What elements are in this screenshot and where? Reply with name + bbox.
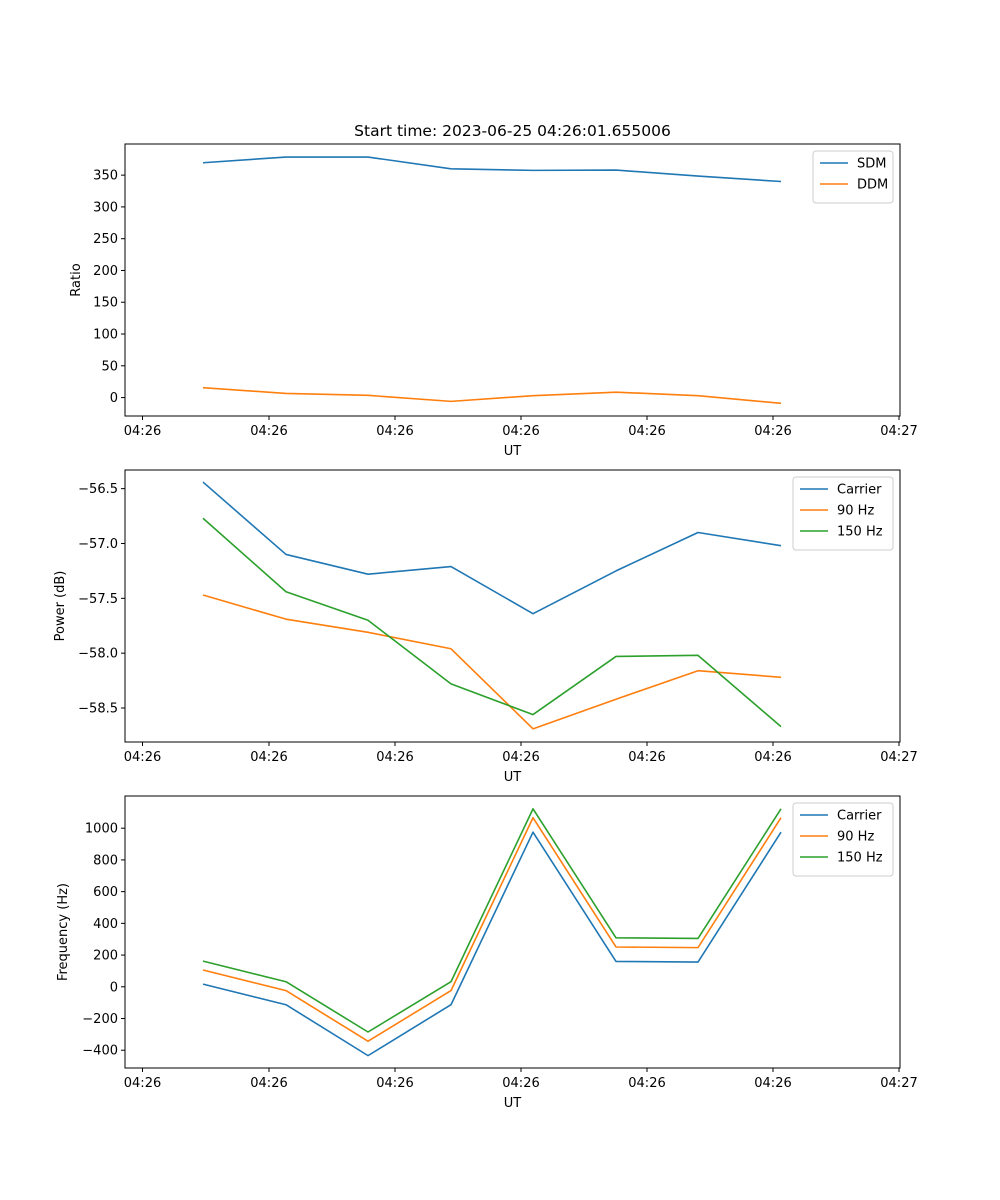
- legend-label: 150 Hz: [837, 851, 883, 866]
- legend-label: SDM: [857, 157, 886, 172]
- y-tick-label: 1000: [85, 822, 118, 837]
- subplot-3: 04:26 04:26 04:26 04:26 04:26 04:26 04:27 UT −40…: [56, 795, 918, 1111]
- y-tick-label: 200: [93, 264, 118, 279]
- axes-frame: [124, 795, 901, 1069]
- legend-label: 90 Hz: [837, 830, 874, 845]
- series-line-150-hz: [202, 808, 782, 1033]
- axes-frame: [124, 143, 901, 417]
- y-tick-label: −57.5: [78, 592, 118, 607]
- y-tick-label: −57.0: [78, 537, 118, 552]
- x-tick-label: 04:26: [124, 750, 161, 765]
- series-line-carrier: [202, 481, 782, 615]
- subplot-1: 04:26 04:26 04:26 04:26 04:26 04:26 04:27 UT 0 50…: [69, 143, 918, 459]
- x-tick-label: 04:26: [502, 1076, 539, 1091]
- y-tick-label: 150: [93, 296, 118, 311]
- x-tick-label: 04:26: [250, 424, 287, 439]
- y-tick-label: −58.5: [78, 702, 118, 717]
- x-tick-label: 04:26: [628, 424, 665, 439]
- x-axis-label: UT: [504, 1096, 522, 1111]
- series-line-ddm: [202, 386, 782, 405]
- legend-label: 90 Hz: [837, 504, 874, 519]
- y-axis-label: Ratio: [69, 263, 84, 296]
- y-tick-label: 350: [93, 169, 118, 184]
- x-tick-label: 04:26: [628, 1076, 665, 1091]
- x-tick-label: 04:26: [376, 424, 413, 439]
- y-axis-label: Power (dB): [53, 571, 68, 642]
- y-tick-label: 0: [110, 980, 118, 995]
- x-tick-label: 04:26: [124, 424, 161, 439]
- y-tick-label: 250: [93, 232, 118, 247]
- series-line-sdm: [202, 156, 782, 183]
- y-tick-label: 400: [93, 917, 118, 932]
- x-tick-label: 04:26: [376, 1076, 413, 1091]
- x-tick-label: 04:26: [376, 750, 413, 765]
- x-tick-label: 04:27: [880, 424, 917, 439]
- series-line-90-hz: [202, 594, 782, 730]
- x-tick-label: 04:27: [880, 750, 917, 765]
- x-axis-label: UT: [504, 770, 522, 785]
- x-tick-label: 04:26: [628, 750, 665, 765]
- series-line-150-hz: [202, 517, 782, 728]
- legend-label: DDM: [857, 178, 888, 193]
- x-tick-label: 04:26: [754, 750, 791, 765]
- x-tick-label: 04:26: [502, 424, 539, 439]
- x-tick-label: 04:26: [502, 750, 539, 765]
- y-tick-label: 200: [93, 949, 118, 964]
- figure-title: Start time: 2023-06-25 04:26:01.655006: [354, 122, 671, 140]
- x-tick-label: 04:26: [754, 424, 791, 439]
- y-tick-label: −200: [82, 1012, 118, 1027]
- legend-label: Carrier: [837, 809, 882, 824]
- y-tick-label: 50: [101, 359, 118, 374]
- legend-label: 150 Hz: [837, 525, 883, 540]
- x-tick-label: 04:26: [754, 1076, 791, 1091]
- x-tick-label: 04:26: [250, 750, 287, 765]
- y-axis-label: Frequency (Hz): [56, 883, 71, 981]
- y-tick-label: −58.0: [78, 647, 118, 662]
- subplots: 04:26 04:26 04:26 04:26 04:26 04:26 04:27 UT 0 50…: [53, 143, 918, 1111]
- x-tick-label: 04:26: [250, 1076, 287, 1091]
- x-axis-label: UT: [504, 444, 522, 459]
- x-tick-label: 04:27: [880, 1076, 917, 1091]
- legend-box: [812, 150, 894, 204]
- y-tick-label: 100: [93, 328, 118, 343]
- y-tick-label: 600: [93, 885, 118, 900]
- y-tick-label: −400: [82, 1044, 118, 1059]
- y-tick-label: 0: [110, 391, 118, 406]
- series-line-90-hz: [202, 816, 782, 1042]
- axes-frame: [124, 469, 901, 743]
- legend-label: Carrier: [837, 483, 882, 498]
- y-tick-label: 800: [93, 853, 118, 868]
- x-tick-label: 04:26: [124, 1076, 161, 1091]
- series-line-carrier: [202, 831, 782, 1057]
- y-tick-label: 300: [93, 200, 118, 215]
- subplot-2: 04:26 04:26 04:26 04:26 04:26 04:26 04:27 UT −58…: [53, 469, 918, 785]
- y-tick-label: −56.5: [78, 482, 118, 497]
